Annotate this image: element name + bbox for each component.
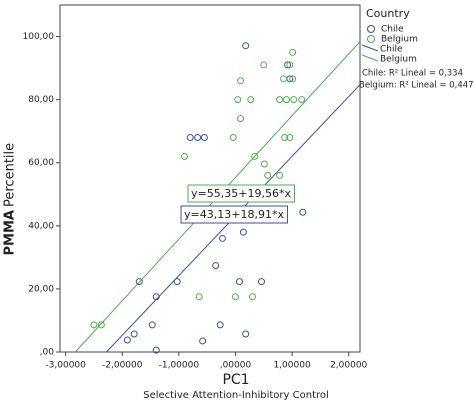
data-point <box>90 321 98 329</box>
data-point <box>239 228 247 236</box>
data-point <box>282 96 290 104</box>
data-point <box>258 278 266 286</box>
legend-label: Chile <box>381 25 404 35</box>
y-tick-label: 40,00 <box>28 221 54 231</box>
data-point <box>231 293 239 301</box>
data-point <box>199 337 207 345</box>
data-point <box>276 171 284 179</box>
data-point <box>281 133 289 141</box>
x-axis-label: PC1 <box>222 372 249 388</box>
data-point <box>229 133 237 141</box>
y-tick-label: 100,00 <box>23 32 55 42</box>
data-point <box>130 330 138 338</box>
data-point <box>194 133 202 141</box>
data-point <box>181 152 189 160</box>
data-point <box>290 96 298 104</box>
data-point <box>298 96 306 104</box>
data-point <box>216 321 224 329</box>
plot-area <box>59 4 361 353</box>
x-tick-label: 1,00000 <box>273 361 310 371</box>
data-point <box>284 61 292 69</box>
x-tick-label: -3,00000 <box>45 361 86 371</box>
x-tick-label: -2,00000 <box>102 361 143 371</box>
x-tick-label: -1,00000 <box>159 361 200 371</box>
data-point <box>289 48 297 56</box>
data-point <box>200 133 208 141</box>
y-tick-label: 80,00 <box>28 95 54 105</box>
equation-box <box>180 205 288 224</box>
data-point <box>237 115 245 123</box>
data-point <box>152 346 160 354</box>
data-point <box>242 42 250 50</box>
data-point <box>235 278 243 286</box>
data-point <box>289 75 297 83</box>
equation-label: y=43,13+18,91*x <box>184 208 284 221</box>
y-tick-label: ,00 <box>40 348 55 358</box>
data-point <box>260 61 268 69</box>
data-point <box>264 171 272 179</box>
legend-label: Belgium <box>381 35 418 45</box>
data-point <box>218 234 226 242</box>
y-tick-label: 60,00 <box>28 158 54 168</box>
legend-line-label: Chile <box>380 45 403 55</box>
data-point <box>148 321 156 329</box>
legend-title: Country <box>366 7 410 20</box>
data-point <box>280 75 288 83</box>
legend-line <box>361 54 379 62</box>
data-point <box>135 278 143 286</box>
equation-box <box>187 184 295 203</box>
y-axis-label-bold: PMMA <box>3 210 18 255</box>
data-point <box>97 321 105 329</box>
legend-line-label: Belgium <box>380 55 417 65</box>
y-axis-label-group: PMMA Percentile <box>3 143 18 256</box>
data-point <box>251 152 259 160</box>
data-point <box>152 293 160 301</box>
y-axis-label: Percentile <box>3 143 18 207</box>
data-point <box>234 96 242 104</box>
x-axis-sublabel: Selective Attention-Inhibitory Control <box>143 390 329 401</box>
data-point <box>186 133 194 141</box>
x-tick-label: 2,00000 <box>330 361 367 371</box>
equation-label: y=55,35+19,56*x <box>191 187 291 200</box>
data-point <box>286 133 294 141</box>
data-point <box>260 160 268 168</box>
legend-marker <box>367 35 375 43</box>
data-point <box>212 262 220 270</box>
r2-label: Chile: R² Lineal = 0,334 <box>362 69 463 79</box>
x-tick-label: ,00000 <box>220 361 252 371</box>
data-point <box>286 61 294 69</box>
r2-label: Belgium: R² Lineal = 0,447 <box>359 81 474 91</box>
data-point <box>173 278 181 286</box>
legend-marker <box>367 25 375 33</box>
data-point <box>195 293 203 301</box>
data-point <box>248 293 256 301</box>
data-point <box>299 208 307 216</box>
data-point <box>242 330 250 338</box>
data-point <box>237 77 245 85</box>
data-point <box>276 96 284 104</box>
data-point <box>247 96 255 104</box>
y-tick-label: 20,00 <box>28 284 54 294</box>
data-point <box>123 336 131 344</box>
legend-line <box>361 44 379 52</box>
